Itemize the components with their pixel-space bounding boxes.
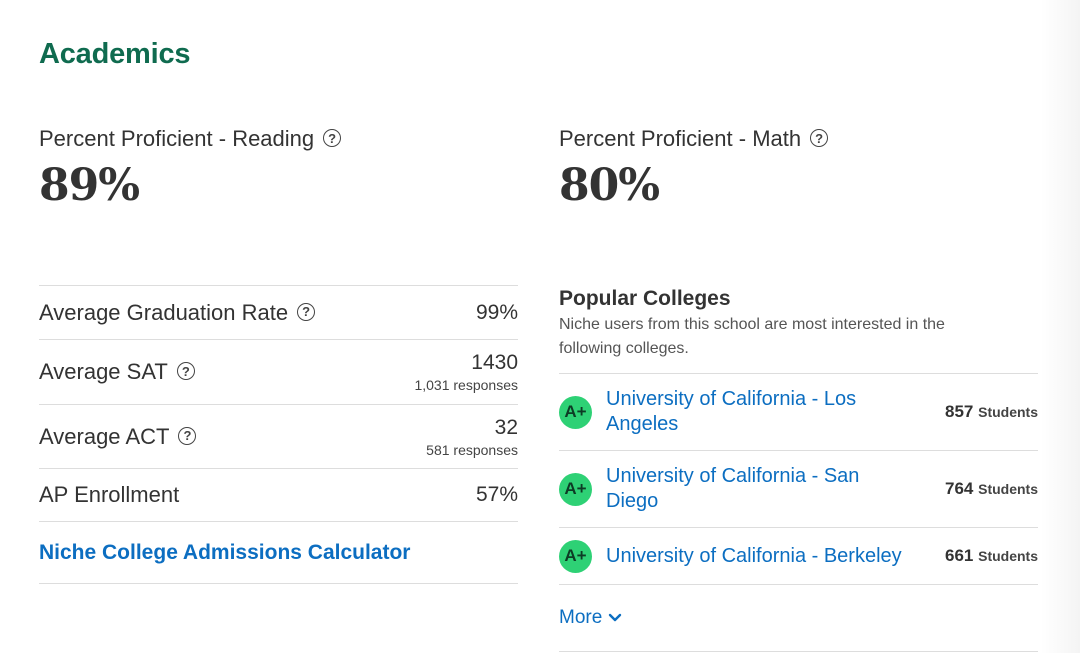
stat-row-graduation: Average Graduation Rate? 99% bbox=[39, 285, 518, 339]
section-title: Academics bbox=[39, 38, 191, 70]
stat-responses: 581 responses bbox=[426, 441, 518, 458]
stat-responses: 1,031 responses bbox=[414, 377, 518, 393]
admissions-calculator-link[interactable]: Niche College Admissions Calculator bbox=[39, 540, 411, 564]
college-link[interactable]: University of California - San Diego bbox=[606, 465, 860, 512]
student-count: 764 Students bbox=[945, 479, 1038, 499]
stat-label: Average Graduation Rate bbox=[39, 299, 289, 325]
math-value: 80% bbox=[559, 160, 660, 211]
popular-colleges-heading: Popular Colleges bbox=[559, 287, 731, 310]
stat-label-row: Average Graduation Rate? bbox=[39, 299, 316, 326]
help-icon[interactable]: ? bbox=[810, 129, 829, 148]
grade-badge: A+ bbox=[559, 539, 592, 573]
math-label: Percent Proficient - Math bbox=[559, 126, 802, 151]
help-icon[interactable]: ? bbox=[297, 302, 316, 321]
student-count-unit: Students bbox=[978, 548, 1038, 564]
reading-value: 89% bbox=[39, 160, 140, 211]
help-icon[interactable]: ? bbox=[323, 129, 342, 148]
help-icon[interactable]: ? bbox=[176, 362, 195, 381]
popular-colleges-description: Niche users from this school are most in… bbox=[559, 316, 945, 357]
stat-value-group: 99% bbox=[476, 301, 518, 325]
stat-label-row: AP Enrollment bbox=[39, 482, 179, 508]
divider bbox=[559, 651, 1038, 652]
stat-value-group: 57% bbox=[476, 483, 518, 507]
academic-stats-table: Average Graduation Rate? 99% Average SAT… bbox=[39, 285, 518, 584]
calculator-row: Niche College Admissions Calculator bbox=[39, 521, 518, 584]
reading-label: Percent Proficient - Reading bbox=[39, 126, 315, 151]
stat-label-row: Average SAT? bbox=[39, 359, 195, 385]
stat-label-row: Average ACT? bbox=[39, 423, 197, 450]
stat-row-sat: Average SAT? 1430 1,031 responses bbox=[39, 339, 518, 404]
more-row: More bbox=[559, 584, 1038, 651]
college-item[interactable]: A+ University of California - Berkeley 6… bbox=[559, 527, 1038, 584]
math-proficiency: Percent Proficient - Math? 80% bbox=[559, 126, 829, 211]
popular-colleges: Popular Colleges Niche users from this s… bbox=[559, 287, 1038, 652]
grade-badge: A+ bbox=[559, 472, 592, 506]
student-count-number: 661 bbox=[945, 546, 974, 565]
student-count-unit: Students bbox=[978, 481, 1038, 497]
grade-badge: A+ bbox=[559, 395, 592, 429]
stat-row-ap-enrollment: AP Enrollment 57% bbox=[39, 468, 518, 521]
stat-label: Average SAT bbox=[39, 359, 168, 384]
student-count: 857 Students bbox=[945, 402, 1038, 422]
student-count: 661 Students bbox=[945, 546, 1038, 566]
chevron-down-icon bbox=[608, 607, 622, 629]
college-item[interactable]: A+ University of California - San Diego … bbox=[559, 450, 1038, 527]
college-link[interactable]: University of California - Los Angeles bbox=[606, 388, 857, 435]
more-label: More bbox=[559, 607, 603, 628]
stat-label: AP Enrollment bbox=[39, 482, 180, 507]
student-count-unit: Students bbox=[978, 404, 1038, 420]
college-list: A+ University of California - Los Angele… bbox=[559, 373, 1038, 652]
student-count-number: 857 bbox=[945, 402, 974, 421]
stat-value-group: 1430 1,031 responses bbox=[414, 351, 518, 393]
stat-value: 1430 bbox=[471, 351, 518, 374]
stat-label: Average ACT bbox=[39, 423, 170, 449]
stat-value-group: 32 581 responses bbox=[426, 416, 518, 458]
stat-value: 57% bbox=[475, 483, 518, 506]
college-item[interactable]: A+ University of California - Los Angele… bbox=[559, 373, 1038, 450]
more-colleges-button[interactable]: More bbox=[559, 607, 622, 629]
page-edge-shadow bbox=[1040, 0, 1080, 653]
college-link[interactable]: University of California - Berkeley bbox=[606, 544, 902, 567]
reading-proficiency: Percent Proficient - Reading? 89% bbox=[39, 126, 342, 211]
stat-value: 99% bbox=[475, 300, 518, 324]
reading-label-row: Percent Proficient - Reading? bbox=[39, 126, 342, 152]
math-label-row: Percent Proficient - Math? bbox=[559, 126, 829, 152]
stat-value: 32 bbox=[494, 415, 518, 439]
stat-row-act: Average ACT? 32 581 responses bbox=[39, 404, 518, 468]
student-count-number: 764 bbox=[945, 479, 974, 498]
help-icon[interactable]: ? bbox=[178, 426, 197, 445]
